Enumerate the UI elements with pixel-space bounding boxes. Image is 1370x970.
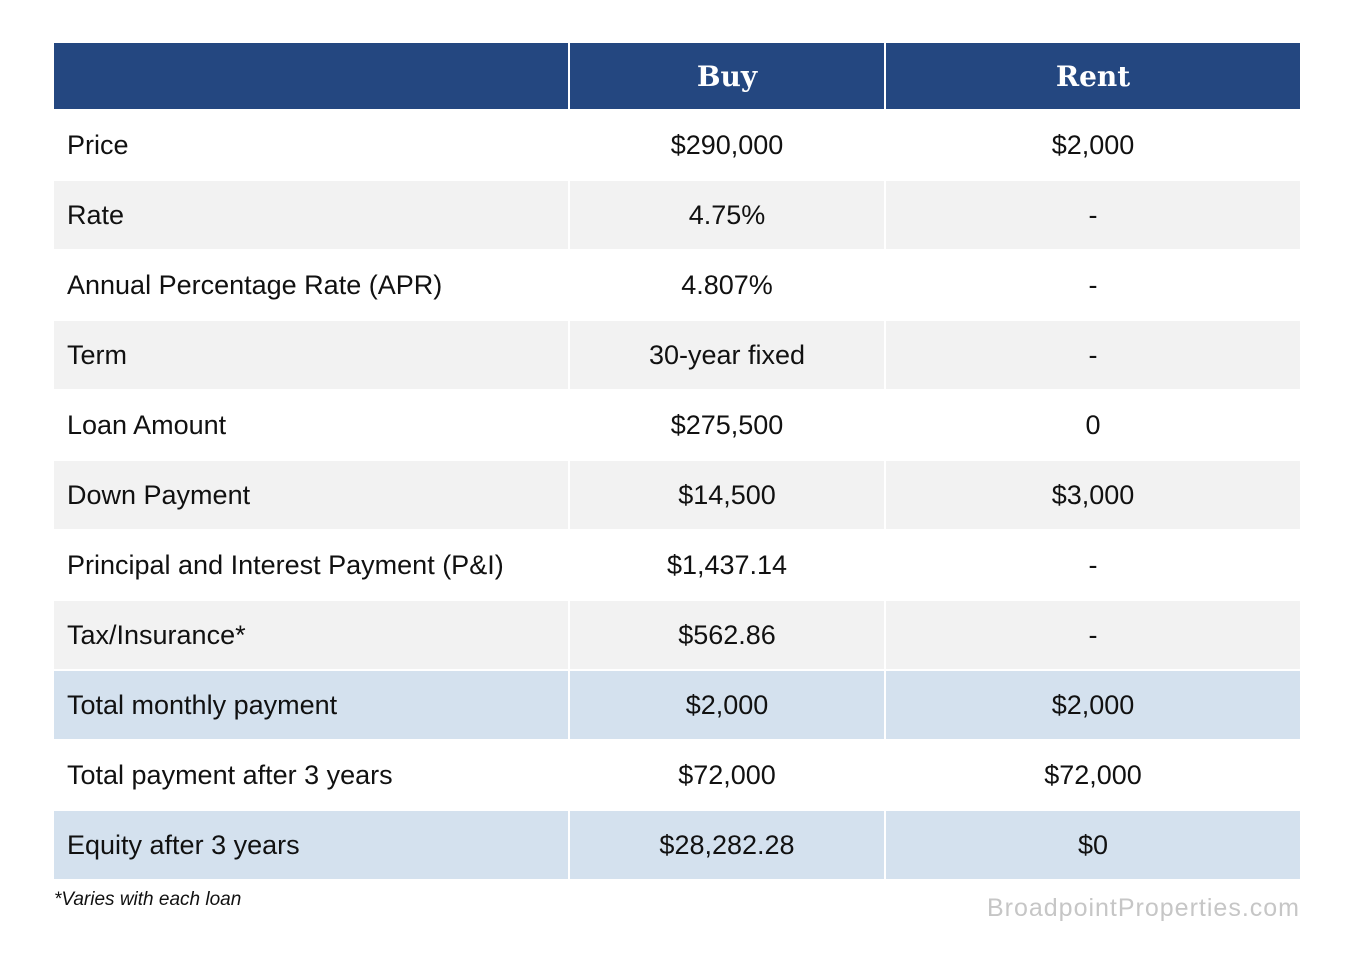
table-row: Term 30-year fixed -	[54, 321, 1300, 391]
table-row: Rate 4.75% -	[54, 181, 1300, 251]
row-label: Total monthly payment	[67, 689, 338, 720]
rent-value: $2,000	[884, 111, 1300, 179]
rent-value: -	[884, 321, 1300, 389]
table-row-highlight: Total monthly payment $2,000 $2,000	[54, 671, 1300, 741]
buy-value: $14,500	[568, 461, 884, 529]
table-row-highlight: Equity after 3 years $28,282.28 $0	[54, 811, 1300, 881]
header-cell-rent: Rent	[884, 43, 1300, 109]
header-cell-label	[54, 43, 568, 109]
buy-value: $2,000	[568, 671, 884, 739]
rent-value: -	[884, 531, 1300, 599]
buy-value: $28,282.28	[568, 811, 884, 879]
header-cell-buy: Buy	[568, 43, 884, 109]
row-label: Price	[67, 129, 129, 160]
table-row: Price $290,000 $2,000	[54, 111, 1300, 181]
rent-value: $72,000	[884, 741, 1300, 809]
rent-value: 0	[884, 391, 1300, 459]
buy-value: $1,437.14	[568, 531, 884, 599]
buy-value: 4.75%	[568, 181, 884, 249]
row-label: Down Payment	[67, 479, 251, 510]
table-row: Loan Amount $275,500 0	[54, 391, 1300, 461]
rent-value: $0	[884, 811, 1300, 879]
table-row: Down Payment $14,500 $3,000	[54, 461, 1300, 531]
table-row: Annual Percentage Rate (APR) 4.807% -	[54, 251, 1300, 321]
footnote: *Varies with each loan	[54, 889, 242, 910]
table-row: Tax/Insurance* $562.86 -	[54, 601, 1300, 671]
row-label: Loan Amount	[67, 409, 227, 440]
buy-value: 30-year fixed	[568, 321, 884, 389]
buy-value: 4.807%	[568, 251, 884, 319]
rent-value: $2,000	[884, 671, 1300, 739]
buy-value: $275,500	[568, 391, 884, 459]
table-row: Principal and Interest Payment (P&I) $1,…	[54, 531, 1300, 601]
row-label: Annual Percentage Rate (APR)	[67, 269, 443, 300]
buy-value: $72,000	[568, 741, 884, 809]
rent-value: -	[884, 251, 1300, 319]
buy-value: $562.86	[568, 601, 884, 669]
buy-vs-rent-table: Buy Rent Price $290,000 $2,000 Rate 4.75…	[54, 43, 1300, 881]
row-label: Tax/Insurance*	[67, 619, 246, 650]
buy-value: $290,000	[568, 111, 884, 179]
rent-value: $3,000	[884, 461, 1300, 529]
rent-value: -	[884, 181, 1300, 249]
row-label: Total payment after 3 years	[67, 759, 393, 790]
row-label: Term	[67, 339, 127, 370]
row-label: Rate	[67, 199, 125, 230]
rent-value: -	[884, 601, 1300, 669]
table-row: Total payment after 3 years $72,000 $72,…	[54, 741, 1300, 811]
row-label: Equity after 3 years	[67, 829, 300, 860]
row-label: Principal and Interest Payment (P&I)	[67, 549, 504, 580]
watermark: BroadpointProperties.com	[986, 894, 1300, 922]
table-header-row: Buy Rent	[54, 43, 1300, 111]
